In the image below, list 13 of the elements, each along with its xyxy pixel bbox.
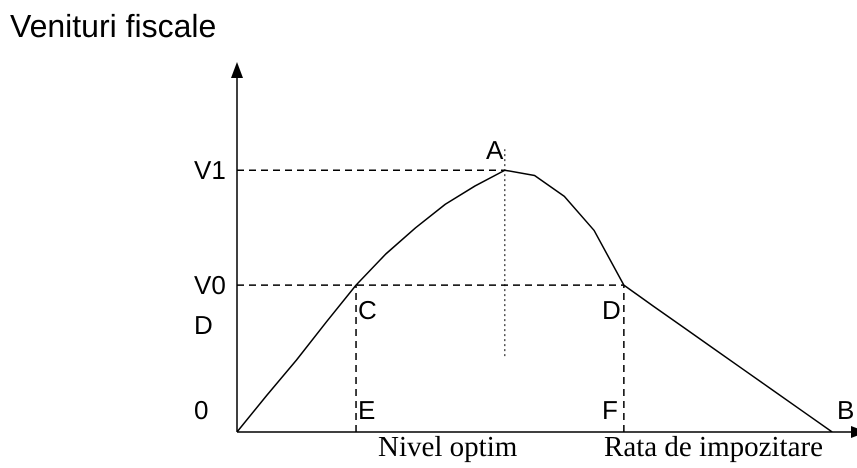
ref-line-label: V0	[194, 270, 226, 300]
y-axis-title: Venituri fiscale	[10, 8, 216, 44]
text: A	[486, 135, 504, 165]
ref-line-label: V1	[194, 155, 226, 186]
annotation: Nivel optim	[378, 430, 518, 464]
annotation: E	[358, 395, 376, 425]
x-axis-title: Rata de impozitare	[604, 430, 824, 464]
annotation: C	[358, 295, 377, 325]
annotation: F	[602, 395, 618, 425]
annotation: D	[602, 295, 621, 325]
text: D	[194, 310, 213, 340]
text: 0	[194, 395, 208, 425]
annotation: B	[837, 395, 854, 425]
